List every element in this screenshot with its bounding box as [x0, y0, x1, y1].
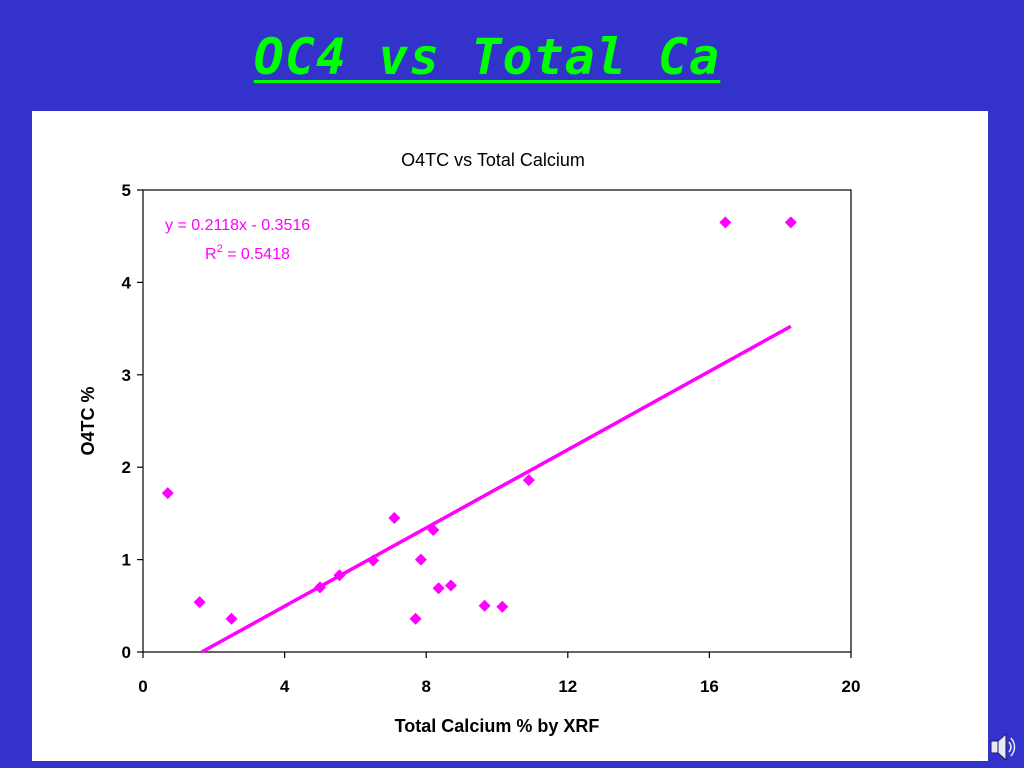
- data-point-marker: [225, 612, 238, 625]
- data-point-marker: [719, 216, 732, 229]
- x-tick-label: 4: [280, 677, 290, 696]
- data-point-marker: [161, 487, 174, 500]
- data-point-marker: [388, 512, 401, 525]
- data-point-marker: [367, 554, 380, 567]
- data-point-marker: [432, 582, 445, 595]
- y-tick-label: 3: [122, 366, 131, 385]
- x-tick-label: 8: [421, 677, 430, 696]
- y-axis-title: O4TC %: [78, 386, 98, 455]
- data-point-marker: [444, 579, 457, 592]
- x-tick-label: 20: [842, 677, 861, 696]
- x-tick-label: 12: [558, 677, 577, 696]
- data-point-marker: [314, 581, 326, 594]
- data-point-marker: [427, 524, 440, 537]
- y-tick-label: 5: [122, 181, 131, 200]
- data-point-marker: [496, 600, 509, 613]
- x-axis: 0 4 8 12 16 20: [138, 652, 860, 696]
- plot-area-frame: [142, 189, 852, 653]
- y-tick-label: 0: [122, 643, 131, 662]
- y-tick-label: 1: [122, 551, 131, 570]
- x-axis-title: Total Calcium % by XRF: [395, 716, 600, 736]
- data-point-marker: [478, 599, 491, 612]
- x-tick-label: 16: [700, 677, 719, 696]
- y-tick-label: 4: [122, 273, 132, 292]
- data-point-marker: [333, 569, 346, 582]
- data-point-marker: [409, 612, 422, 625]
- y-axis: 0 1 2 3 4 5: [122, 181, 143, 662]
- data-point-marker: [193, 596, 206, 609]
- speaker-icon[interactable]: [988, 730, 1018, 764]
- data-points: [161, 216, 797, 625]
- r-squared-label: R2 = 0.5418: [205, 243, 290, 263]
- data-point-marker: [522, 474, 535, 487]
- y-tick-label: 2: [122, 458, 131, 477]
- slide-title: OC4 vs Total Ca: [253, 28, 721, 86]
- chart-title: O4TC vs Total Calcium: [401, 150, 585, 170]
- trendline-equation: y = 0.2118x - 0.3516: [165, 217, 310, 234]
- data-point-marker: [784, 216, 797, 229]
- x-tick-label: 0: [138, 677, 147, 696]
- trendline: [200, 324, 792, 654]
- data-point-marker: [414, 553, 427, 566]
